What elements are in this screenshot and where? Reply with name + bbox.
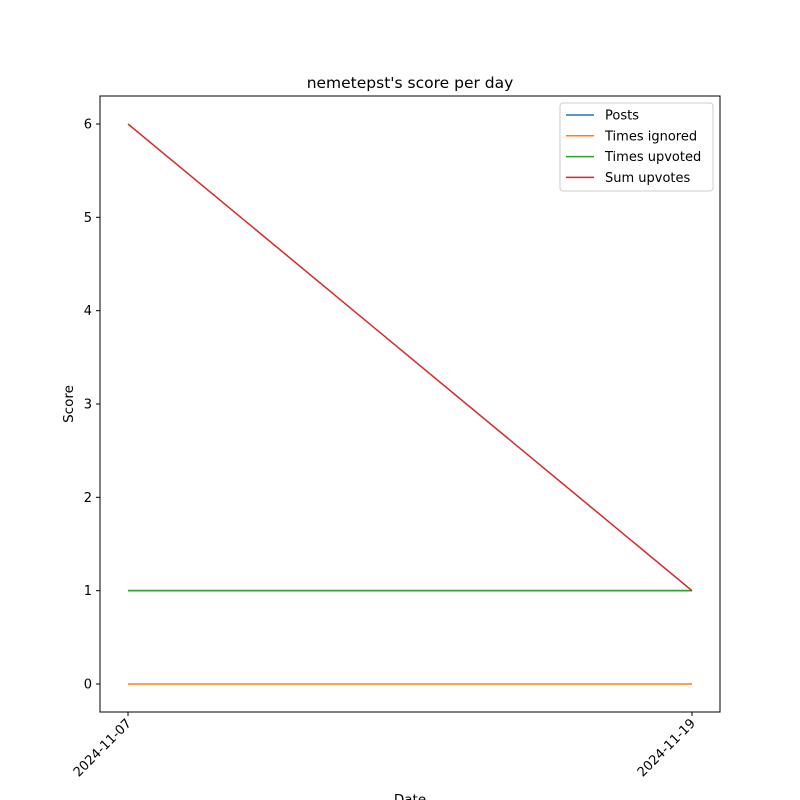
- legend-label-0: Posts: [605, 109, 639, 124]
- legend-label-2: Times upvoted: [604, 150, 701, 165]
- y-axis: 0 1 2 3 4 5 6: [84, 118, 100, 693]
- x-axis-label: Date: [394, 792, 426, 800]
- y-tick-label: 0: [84, 678, 92, 693]
- y-tick-label: 1: [84, 584, 92, 599]
- x-tick-label: 2024-11-19: [635, 716, 699, 780]
- legend-label-3: Sum upvotes: [605, 171, 691, 186]
- series-line-3: [127, 123, 693, 592]
- legend: Posts Times ignored Times upvoted Sum upvot…: [559, 102, 714, 192]
- y-tick-label: 4: [84, 304, 92, 319]
- legend-label-1: Times ignored: [604, 129, 697, 144]
- x-axis: 2024-11-07 2024-11-19: [71, 712, 699, 780]
- x-tick-label: 2024-11-07: [71, 716, 135, 780]
- legend-box: [559, 102, 714, 192]
- y-tick-label: 2: [84, 491, 92, 506]
- chart-title: nemetepst's score per day: [307, 74, 514, 92]
- y-tick-label: 3: [84, 398, 92, 413]
- y-axis-label: Score: [61, 385, 77, 423]
- plot-series: [127, 123, 693, 685]
- y-tick-label: 5: [84, 211, 92, 226]
- y-tick-label: 6: [84, 118, 92, 133]
